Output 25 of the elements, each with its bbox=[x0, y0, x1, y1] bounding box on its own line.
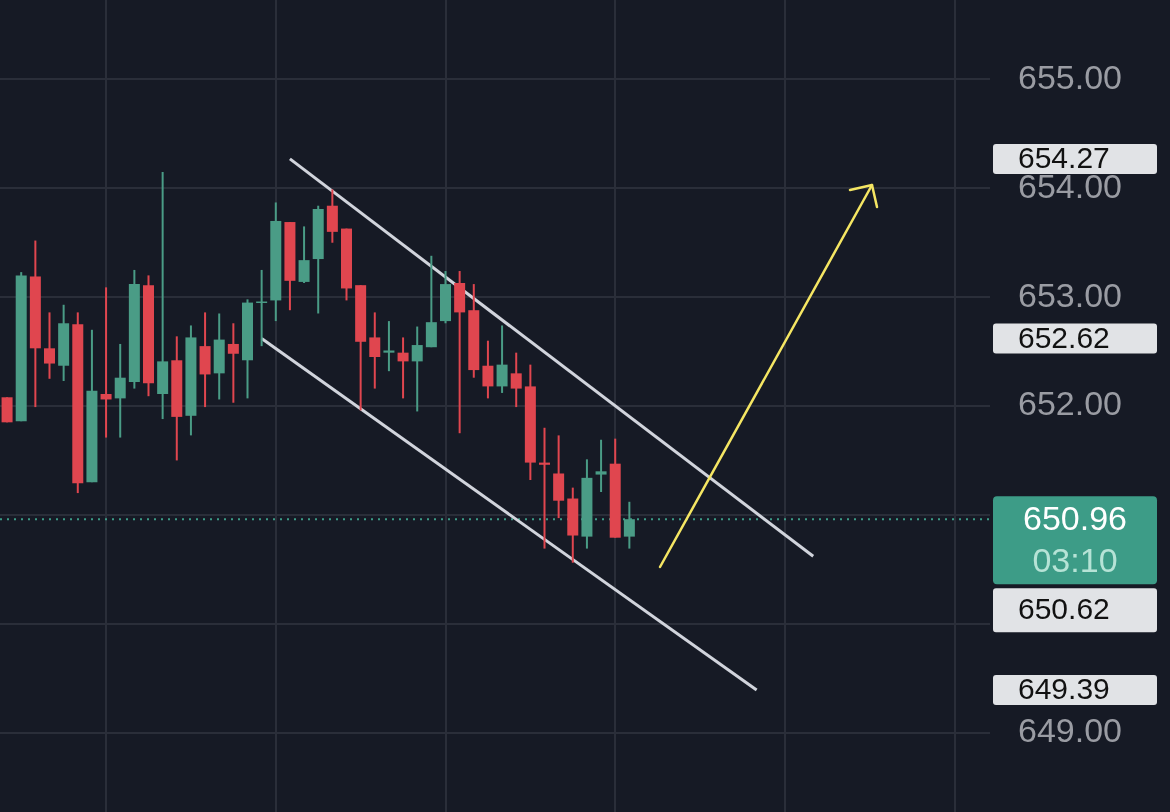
text: 03:10 bbox=[1032, 540, 1118, 579]
text: 650.62 bbox=[1018, 592, 1110, 626]
candlestick bbox=[298, 225, 310, 284]
candlestick bbox=[397, 336, 409, 400]
candlestick bbox=[539, 426, 550, 550]
candlestick bbox=[595, 438, 607, 493]
candlestick bbox=[623, 500, 635, 550]
candlestick bbox=[482, 339, 494, 400]
y-tick-label: 649.00 bbox=[1018, 710, 1122, 749]
candlestick bbox=[114, 342, 126, 439]
candlestick bbox=[100, 286, 112, 439]
y-tick-label: 652.00 bbox=[1018, 384, 1122, 423]
y-tick-label: 655.00 bbox=[1018, 57, 1122, 96]
candlestick bbox=[411, 325, 423, 413]
candlestick bbox=[227, 322, 239, 404]
candlestick bbox=[510, 351, 522, 409]
y-tick-label: 652.62 bbox=[1018, 320, 1110, 354]
candlestick bbox=[496, 324, 508, 394]
ref-line-label: 650.96 bbox=[1023, 498, 1127, 537]
candlestick bbox=[44, 311, 55, 380]
candlestick bbox=[369, 311, 381, 390]
y-tick-label: 654.27 bbox=[1018, 141, 1110, 175]
y-tick-label: 649.39 bbox=[1018, 672, 1110, 706]
y-tick-label: 653.00 bbox=[1018, 275, 1122, 314]
candlestick bbox=[383, 320, 395, 373]
